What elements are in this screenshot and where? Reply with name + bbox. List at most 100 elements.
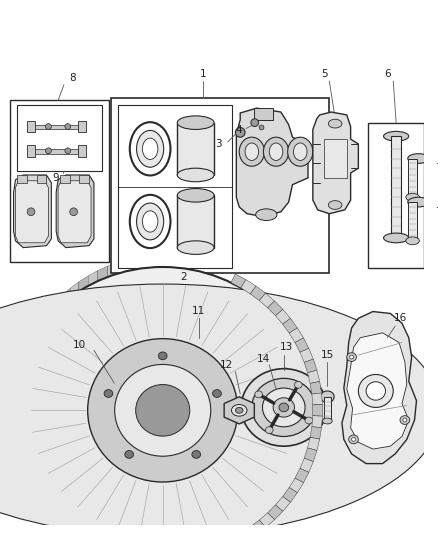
Polygon shape — [70, 282, 79, 297]
Ellipse shape — [252, 378, 316, 437]
Bar — [35, 149, 78, 154]
Text: 9: 9 — [52, 173, 59, 183]
Bar — [177, 123, 214, 175]
Polygon shape — [21, 350, 25, 365]
Polygon shape — [118, 260, 129, 273]
Polygon shape — [259, 513, 275, 528]
Polygon shape — [237, 108, 308, 216]
Ellipse shape — [294, 382, 302, 388]
Bar — [18, 175, 27, 183]
Polygon shape — [268, 301, 283, 316]
Bar — [79, 175, 89, 183]
Text: 6: 6 — [384, 69, 391, 79]
Polygon shape — [58, 181, 91, 243]
Ellipse shape — [251, 119, 258, 126]
Bar — [391, 136, 401, 238]
Ellipse shape — [142, 138, 158, 159]
Polygon shape — [276, 496, 290, 511]
Ellipse shape — [235, 127, 245, 137]
Polygon shape — [62, 288, 70, 304]
Polygon shape — [312, 416, 322, 427]
Ellipse shape — [239, 137, 265, 166]
Ellipse shape — [256, 209, 277, 221]
Bar — [27, 145, 35, 157]
Text: 3: 3 — [215, 139, 222, 149]
Polygon shape — [40, 312, 47, 327]
Ellipse shape — [137, 203, 164, 240]
Text: 10: 10 — [73, 341, 86, 350]
Polygon shape — [98, 266, 108, 281]
Bar — [408, 202, 417, 241]
Polygon shape — [224, 397, 254, 424]
Ellipse shape — [115, 365, 211, 456]
Ellipse shape — [159, 352, 167, 360]
Bar — [60, 175, 70, 183]
Bar — [10, 100, 110, 262]
Ellipse shape — [142, 211, 158, 232]
Ellipse shape — [177, 241, 214, 254]
Bar — [177, 195, 214, 248]
Ellipse shape — [212, 390, 221, 398]
Ellipse shape — [408, 154, 429, 163]
Ellipse shape — [27, 208, 35, 216]
Text: 4: 4 — [236, 125, 243, 135]
Bar — [324, 397, 331, 421]
Polygon shape — [25, 340, 29, 354]
Ellipse shape — [322, 418, 332, 424]
Ellipse shape — [65, 148, 71, 154]
Text: 16: 16 — [393, 313, 406, 324]
Polygon shape — [241, 280, 256, 294]
Polygon shape — [79, 276, 88, 292]
Ellipse shape — [235, 407, 243, 413]
Polygon shape — [15, 436, 18, 449]
Text: 7: 7 — [435, 207, 438, 217]
Ellipse shape — [136, 384, 190, 436]
Bar — [368, 123, 424, 268]
Ellipse shape — [265, 427, 273, 433]
Polygon shape — [15, 181, 49, 243]
Ellipse shape — [0, 284, 438, 533]
Ellipse shape — [366, 382, 385, 400]
Bar — [408, 158, 417, 197]
Text: 12: 12 — [220, 360, 233, 370]
Ellipse shape — [273, 398, 294, 417]
Ellipse shape — [352, 438, 356, 441]
Ellipse shape — [328, 119, 342, 128]
Ellipse shape — [400, 416, 410, 424]
Polygon shape — [241, 527, 256, 533]
Ellipse shape — [293, 143, 307, 160]
Bar — [78, 145, 86, 157]
Polygon shape — [13, 393, 14, 405]
Polygon shape — [300, 458, 313, 472]
Polygon shape — [62, 516, 70, 532]
Ellipse shape — [65, 124, 71, 130]
Polygon shape — [295, 469, 309, 483]
Bar — [27, 121, 35, 132]
Text: 13: 13 — [280, 342, 293, 352]
Ellipse shape — [403, 418, 407, 422]
Ellipse shape — [232, 405, 247, 416]
Polygon shape — [310, 382, 321, 394]
Bar — [35, 125, 78, 130]
Polygon shape — [307, 370, 320, 383]
Polygon shape — [276, 309, 290, 324]
Text: 2: 2 — [181, 272, 187, 281]
Polygon shape — [15, 372, 18, 384]
Ellipse shape — [288, 137, 313, 166]
Bar — [118, 105, 233, 268]
Ellipse shape — [269, 143, 283, 160]
Polygon shape — [295, 338, 309, 352]
Polygon shape — [54, 296, 62, 311]
Polygon shape — [283, 488, 297, 502]
Ellipse shape — [328, 200, 342, 209]
Polygon shape — [14, 382, 15, 395]
Ellipse shape — [245, 143, 258, 160]
Ellipse shape — [177, 189, 214, 202]
Polygon shape — [13, 416, 14, 427]
Polygon shape — [88, 271, 98, 286]
Ellipse shape — [255, 391, 262, 398]
Ellipse shape — [350, 355, 353, 359]
Polygon shape — [304, 448, 317, 462]
Ellipse shape — [347, 353, 357, 361]
Polygon shape — [304, 359, 317, 373]
